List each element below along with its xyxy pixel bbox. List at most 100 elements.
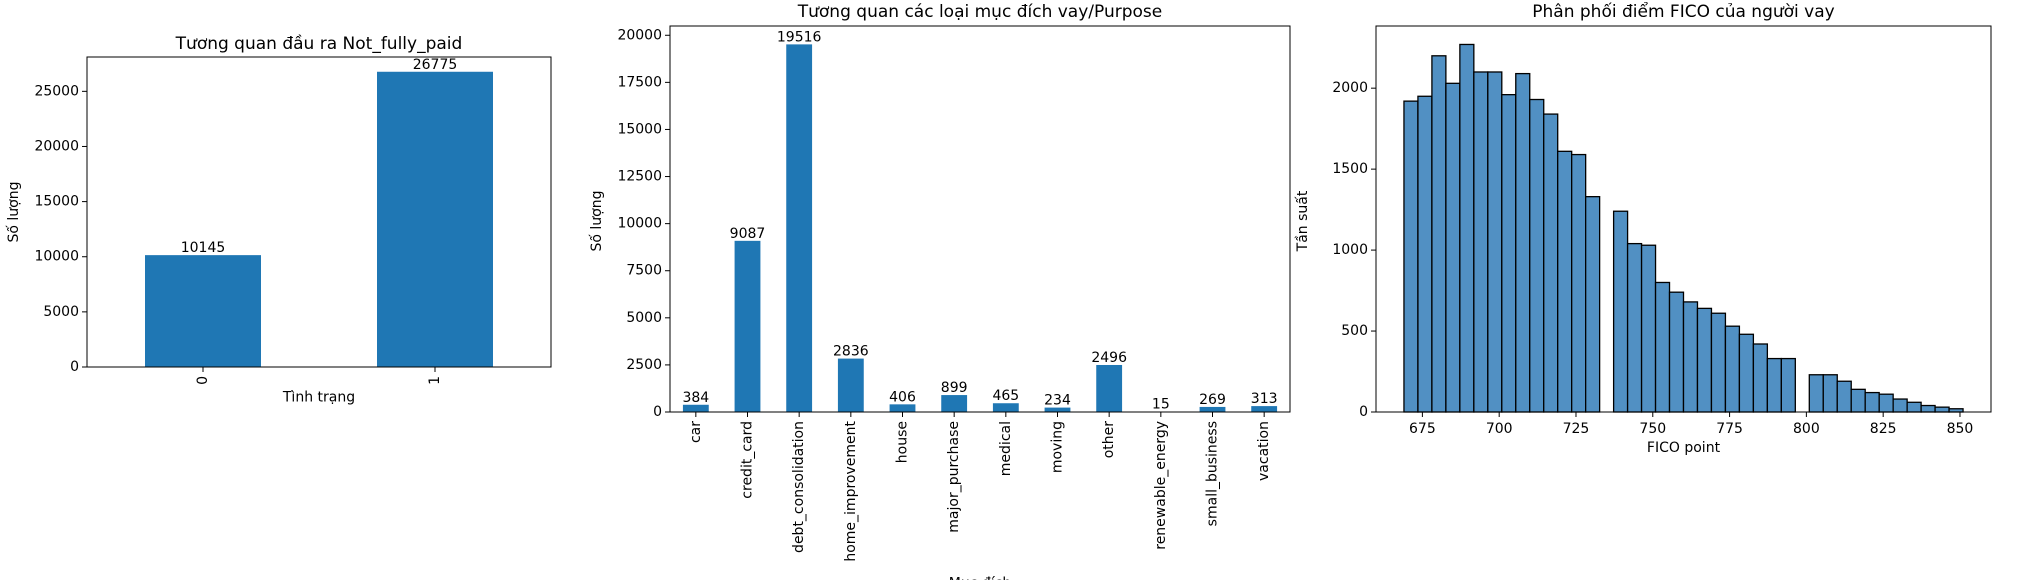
y-tick-label: 17500 bbox=[617, 74, 662, 90]
histogram-bar bbox=[1766, 357, 1782, 413]
histogram-bar bbox=[1682, 301, 1699, 413]
bar bbox=[1096, 364, 1123, 412]
histogram-bar bbox=[1640, 244, 1657, 413]
bar bbox=[734, 240, 761, 412]
histogram-bar bbox=[1585, 196, 1601, 413]
value-label: 10145 bbox=[181, 240, 226, 256]
bar bbox=[837, 358, 864, 412]
histogram-bar bbox=[1808, 374, 1824, 413]
x-axis-label: Tình trạng bbox=[282, 389, 355, 405]
y-tick-label: 7500 bbox=[626, 263, 662, 279]
x-axis-label: FICO point bbox=[1647, 440, 1721, 456]
histogram-bar bbox=[1543, 113, 1559, 413]
x-tick-label: 775 bbox=[1716, 421, 1743, 437]
y-tick-label: 2000 bbox=[1332, 80, 1368, 96]
histogram-bar bbox=[1850, 388, 1866, 413]
histogram-bar bbox=[1473, 71, 1489, 413]
histogram-bar bbox=[1906, 401, 1922, 413]
x-tick-label: renewable_energy bbox=[1153, 421, 1169, 550]
x-tick-label: 825 bbox=[1870, 421, 1897, 437]
bar bbox=[992, 403, 1019, 412]
histogram-bar bbox=[1780, 357, 1796, 413]
x-tick-label: 800 bbox=[1793, 421, 1820, 437]
histogram-bar bbox=[1724, 325, 1741, 413]
y-tick-label: 1000 bbox=[1332, 242, 1368, 258]
x-tick-label: 1 bbox=[427, 376, 443, 385]
y-axis-label: Số lượng bbox=[588, 191, 605, 252]
y-tick-label: 0 bbox=[70, 359, 79, 375]
x-tick-label: 0 bbox=[195, 376, 211, 385]
histogram-bar bbox=[1892, 398, 1908, 413]
bar bbox=[145, 255, 261, 367]
histogram-bar bbox=[1752, 343, 1769, 413]
histogram-bar bbox=[1501, 94, 1517, 413]
axes-frame bbox=[1375, 25, 1992, 413]
y-tick-label: 500 bbox=[1341, 323, 1368, 339]
histogram-bar bbox=[1822, 374, 1838, 413]
histogram-bar bbox=[1403, 100, 1419, 413]
value-label: 384 bbox=[682, 390, 709, 406]
x-tick-label: house bbox=[895, 421, 911, 463]
y-tick-label: 20000 bbox=[617, 27, 662, 43]
histogram-bar bbox=[1431, 55, 1447, 413]
bar bbox=[941, 395, 968, 412]
value-label: 234 bbox=[1044, 393, 1071, 409]
value-label: 313 bbox=[1251, 391, 1278, 407]
value-label: 15 bbox=[1152, 397, 1170, 413]
value-label: 19516 bbox=[777, 29, 822, 45]
histogram-bar bbox=[1920, 404, 1936, 413]
histogram-bar bbox=[1529, 98, 1545, 413]
histogram-bar bbox=[1459, 43, 1475, 413]
y-tick-label: 10000 bbox=[34, 249, 79, 265]
value-label: 406 bbox=[889, 389, 916, 405]
value-label: 465 bbox=[992, 388, 1019, 404]
histogram-bar bbox=[1738, 333, 1755, 413]
y-tick-label: 20000 bbox=[34, 138, 79, 154]
x-tick-label: vacation bbox=[1256, 421, 1272, 481]
x-tick-label: home_improvement bbox=[843, 421, 859, 562]
bar bbox=[889, 404, 916, 412]
bar bbox=[682, 404, 709, 412]
histogram-bar bbox=[1557, 150, 1573, 413]
bar bbox=[377, 71, 493, 367]
value-label: 269 bbox=[1199, 392, 1226, 408]
chart-title: Tương quan đầu ra Not_fully_paid bbox=[175, 33, 463, 54]
x-tick-label: debt_consolidation bbox=[791, 421, 807, 553]
value-label: 899 bbox=[941, 380, 968, 396]
bar bbox=[786, 44, 813, 412]
y-tick-label: 10000 bbox=[617, 216, 662, 232]
x-tick-label: 750 bbox=[1639, 421, 1666, 437]
y-tick-label: 1500 bbox=[1332, 161, 1368, 177]
histogram-bar bbox=[1445, 82, 1461, 413]
value-label: 26775 bbox=[413, 57, 458, 73]
histogram-bar bbox=[1626, 242, 1643, 413]
x-tick-label: 725 bbox=[1563, 421, 1590, 437]
axes-frame bbox=[86, 56, 552, 368]
x-tick-label: 700 bbox=[1486, 421, 1513, 437]
y-axis-label: Tần suất bbox=[1295, 190, 1311, 252]
y-tick-label: 15000 bbox=[617, 121, 662, 137]
histogram-bar bbox=[1612, 210, 1629, 413]
y-tick-label: 0 bbox=[1359, 404, 1368, 420]
histogram-bar bbox=[1654, 281, 1671, 413]
x-tick-label: moving bbox=[1050, 421, 1066, 473]
value-label: 2836 bbox=[833, 344, 869, 360]
y-tick-label: 2500 bbox=[626, 357, 662, 373]
value-label: 9087 bbox=[730, 226, 766, 242]
value-label: 2496 bbox=[1091, 350, 1127, 366]
x-tick-label: car bbox=[688, 421, 704, 443]
histogram-bar bbox=[1417, 95, 1433, 413]
y-tick-label: 25000 bbox=[34, 83, 79, 99]
histogram-bar bbox=[1571, 153, 1587, 413]
bar bbox=[1199, 406, 1226, 412]
y-tick-label: 0 bbox=[653, 404, 662, 420]
bar bbox=[1251, 406, 1278, 412]
x-tick-label: small_business bbox=[1205, 421, 1221, 526]
histogram-bar bbox=[1487, 71, 1503, 413]
histogram-bar bbox=[1864, 391, 1880, 413]
histogram-bar bbox=[1515, 72, 1531, 413]
x-axis-label: Mục đích bbox=[949, 575, 1011, 580]
bar bbox=[1044, 407, 1071, 412]
chart-title: Phân phối điểm FICO của người vay bbox=[1532, 1, 1834, 22]
y-axis-label: Số lượng bbox=[5, 182, 22, 243]
